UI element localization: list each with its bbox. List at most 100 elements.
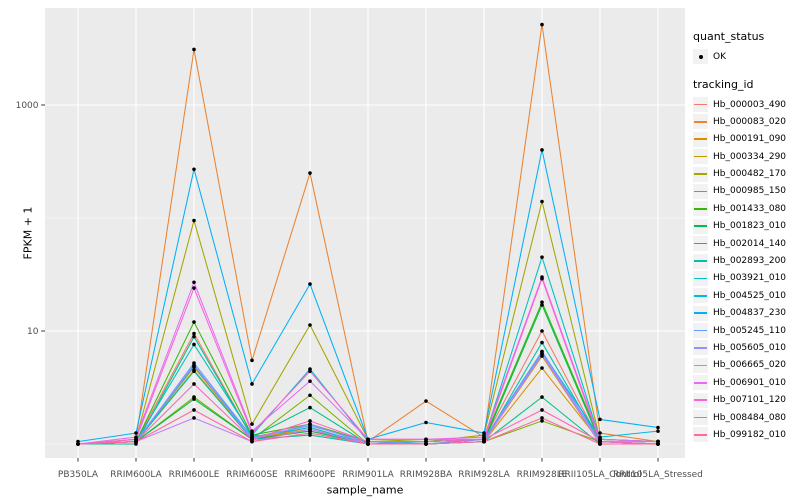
legend-key [693, 427, 708, 443]
legend-item-tracking-id: Hb_007101_120 [693, 392, 787, 408]
legend-key [693, 49, 708, 64]
data-point [540, 276, 544, 281]
data-point [192, 47, 196, 52]
legend-item-label: Hb_005605_010 [713, 342, 787, 353]
legend-key [693, 392, 708, 408]
data-point [134, 439, 138, 444]
legend-item-label: Hb_007101_120 [713, 395, 787, 406]
legend-item-label: Hb_006665_020 [713, 360, 787, 371]
data-point [250, 439, 254, 444]
data-point [192, 416, 196, 420]
y-tick-label: 1000 [16, 101, 39, 111]
data-point [598, 442, 602, 446]
legend: quant_status OK tracking_id Hb_000003_49… [693, 30, 786, 456]
data-point [540, 352, 544, 357]
line-swatch-icon [694, 295, 707, 297]
data-point [424, 442, 428, 446]
x-tick-label: RRIM600LA [110, 470, 162, 480]
legend-item-label: Hb_000003_490 [713, 99, 787, 110]
line-swatch-icon [694, 242, 707, 245]
point-marker-icon [698, 54, 703, 59]
data-point [308, 419, 312, 423]
legend-key [693, 201, 708, 217]
y-axis-title: FPKM + 1 [21, 206, 35, 260]
legend-item-label: Hb_008484_080 [713, 412, 787, 423]
x-axis-title: sample_name [326, 483, 404, 497]
data-point [192, 167, 196, 172]
data-point [192, 363, 196, 367]
x-tick-label: RRIM600LE [169, 470, 220, 480]
x-tick-label: RRIM600PE [284, 470, 336, 480]
data-point [308, 323, 312, 327]
data-point [424, 399, 428, 403]
data-point [540, 300, 544, 304]
data-point [540, 199, 544, 204]
line-swatch-icon [694, 225, 707, 228]
data-point [366, 442, 370, 446]
data-point [192, 408, 196, 412]
data-point [540, 22, 544, 27]
legend-item-tracking-id: Hb_008484_080 [693, 410, 787, 426]
legend-item-label: Hb_002893_200 [713, 256, 787, 267]
legend-key [693, 253, 708, 269]
data-point [482, 431, 486, 435]
line-swatch-icon [694, 399, 707, 401]
legend-item-tracking-id: Hb_003921_010 [693, 270, 787, 286]
data-point [250, 382, 254, 386]
legend-key [693, 183, 708, 199]
x-tick-label: RRIM928LA [458, 470, 510, 480]
legend-item-tracking-id: Hb_000985_150 [693, 183, 786, 199]
data-point [308, 282, 312, 286]
data-point [540, 366, 544, 370]
data-point [656, 442, 660, 446]
data-point [192, 382, 196, 386]
legend-item-label: Hb_000083_020 [713, 116, 787, 127]
legend-item-tracking-id: Hb_000083_020 [693, 114, 787, 130]
data-point [308, 422, 312, 426]
legend-item-label: Hb_000482_170 [713, 169, 787, 180]
legend-item-tracking-id: Hb_002893_200 [693, 253, 787, 269]
legend-item-tracking-id: Hb_006665_020 [693, 357, 787, 373]
legend-key [693, 218, 708, 234]
legend-item-tracking-id: Hb_004525_010 [693, 288, 787, 304]
legend-item-tracking-id: Hb_005605_010 [693, 340, 787, 356]
legend-tracking-id-items: Hb_000003_490 Hb_000083_020 Hb_000191_090 H… [693, 97, 787, 443]
data-point [192, 218, 196, 223]
legend-key [693, 323, 708, 339]
legend-item-tracking-id: Hb_001433_080 [693, 201, 786, 217]
data-point [540, 303, 544, 307]
legend-key [693, 410, 708, 426]
legend-quant-status-block: quant_status OK [693, 30, 786, 64]
data-point [76, 442, 80, 446]
legend-item-tracking-id: Hb_000482_170 [693, 166, 787, 182]
data-point [192, 397, 196, 401]
x-tick-label: PB350LA [58, 470, 99, 480]
x-tick-label: RRII105LA_Control [558, 470, 641, 480]
x-tick-label: RRIM928BA [400, 470, 453, 480]
line-swatch-icon [694, 312, 707, 314]
legend-item-label: Hb_003921_010 [713, 273, 787, 284]
data-point [192, 280, 196, 285]
legend-item-tracking-id: Hb_004837_230 [693, 305, 787, 321]
data-point [540, 408, 544, 412]
legend-item-tracking-id: Hb_000191_090 [693, 131, 787, 147]
data-point [308, 393, 312, 398]
data-point [424, 420, 428, 425]
legend-item-label: Hb_001823_010 [713, 221, 787, 232]
data-point [540, 395, 544, 399]
legend-item-label: Hb_004525_010 [713, 290, 787, 301]
legend-quant-status-items: OK [693, 49, 786, 64]
legend-item-label: Hb_099182_010 [713, 429, 787, 440]
legend-item-label: Hb_002014_140 [713, 238, 787, 249]
legend-key [693, 375, 708, 391]
legend-item-label: Hb_004837_230 [713, 308, 787, 319]
data-point [250, 431, 254, 435]
data-point [134, 431, 138, 435]
legend-item-tracking-id: Hb_099182_010 [693, 427, 787, 443]
legend-key [693, 340, 708, 356]
line-swatch-icon [694, 260, 707, 262]
data-point [192, 369, 196, 374]
line-swatch-icon [694, 155, 707, 158]
legend-item-label: OK [713, 51, 726, 62]
legend-item-label: Hb_000191_090 [713, 134, 787, 145]
